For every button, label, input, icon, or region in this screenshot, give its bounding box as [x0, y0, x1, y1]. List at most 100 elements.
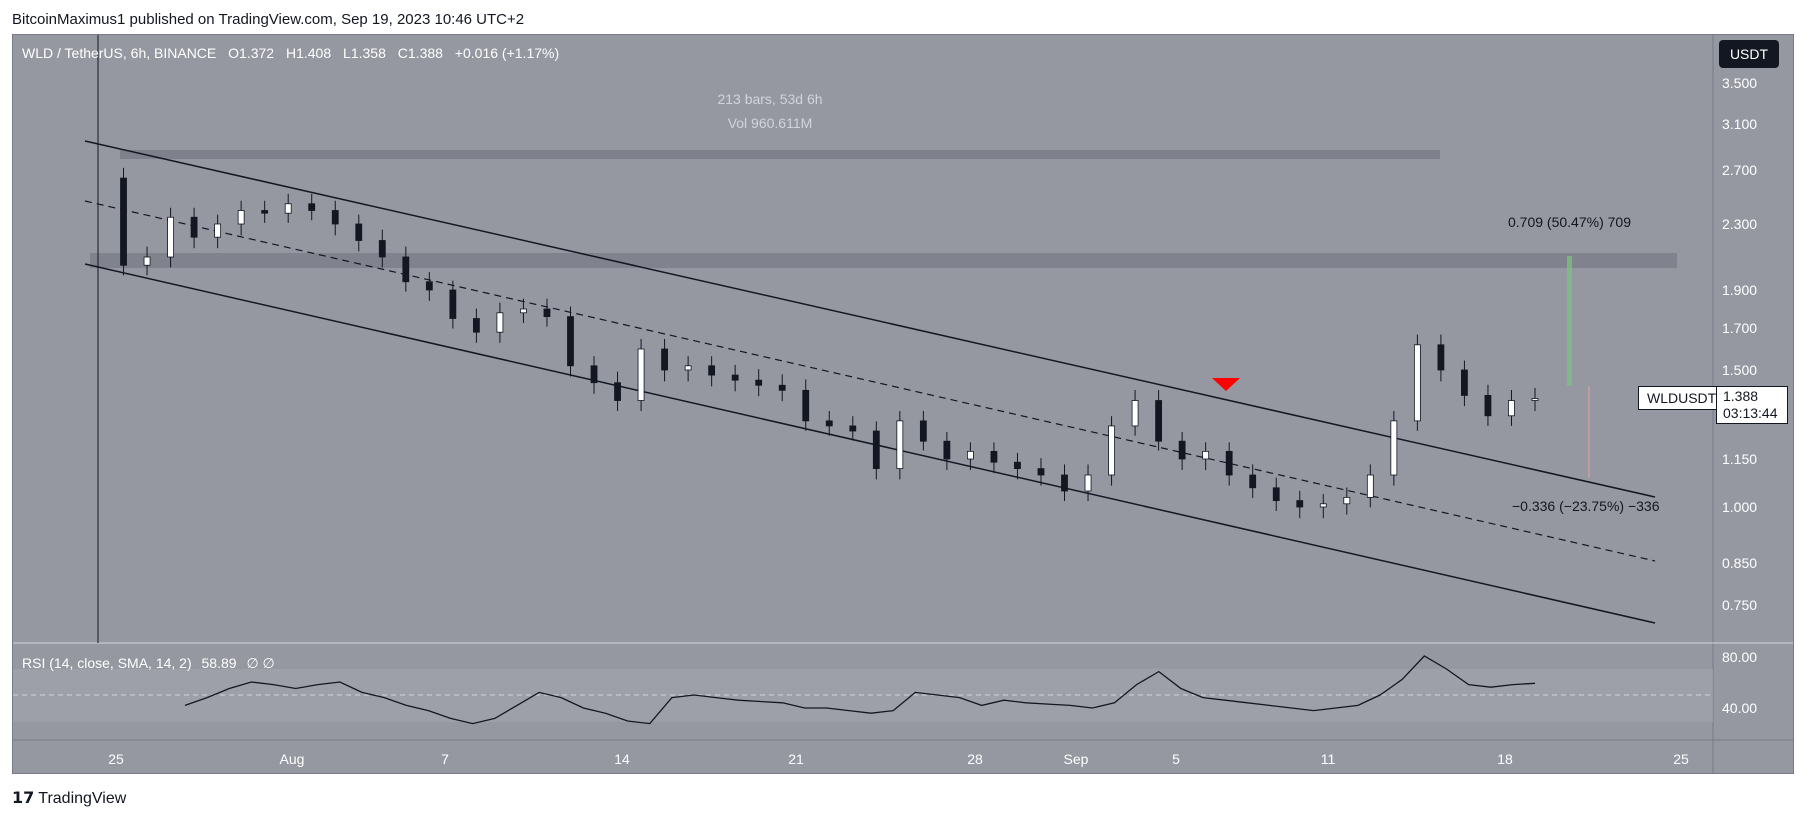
candle-body [614, 382, 621, 401]
y-tick: 0.850 [1722, 555, 1758, 571]
candle-body [684, 365, 692, 371]
candle-body [755, 379, 763, 386]
tradingview-logo[interactable]: 𝟭𝟳 TradingView [12, 788, 126, 808]
candle-body [1061, 474, 1068, 492]
x-tick: 28 [967, 751, 983, 767]
x-tick: Aug [279, 751, 305, 767]
candle-body [1437, 344, 1445, 371]
y-tick: 3.500 [1722, 75, 1758, 91]
tradingview-logo-icon: 𝟭𝟳 [12, 790, 35, 807]
candle-body [472, 318, 480, 333]
candle-body [167, 216, 174, 258]
measure-label: 213 bars, 53d 6h Vol 960.611M [590, 87, 950, 135]
countdown: 03:13:44 [1723, 405, 1778, 421]
candle-body [1225, 450, 1233, 476]
legend-low-label: L [343, 45, 351, 61]
candle-body [802, 389, 810, 422]
rsi-extra: ∅ ∅ [246, 655, 275, 671]
candle-body [590, 365, 598, 384]
candle-body [143, 256, 151, 266]
y-tick: 1.900 [1722, 282, 1758, 298]
candle-body [1390, 420, 1398, 476]
candle-body [1108, 425, 1115, 476]
currency-button[interactable]: USDT [1719, 40, 1779, 68]
candle-body [1413, 344, 1421, 422]
tradingview-wordmark: TradingView [38, 790, 127, 807]
legend-open-label: O [228, 45, 240, 61]
candle-body [402, 256, 410, 283]
candle-body [825, 420, 833, 427]
legend-open: 1.372 [239, 45, 275, 61]
candle-body [1531, 398, 1539, 401]
candle-body [1484, 395, 1492, 417]
y-tick: 2.700 [1722, 162, 1758, 178]
candle-body [496, 312, 504, 333]
legend-symbol: WLD / TetherUS, 6h, BINANCE [22, 45, 217, 61]
y-tick: 1.150 [1722, 451, 1758, 467]
y-tick: 3.100 [1722, 116, 1758, 132]
candle-body [190, 216, 198, 238]
candle-body [637, 348, 645, 401]
candle-body [1508, 400, 1515, 417]
candle-body [990, 450, 998, 463]
candle-body [567, 316, 574, 367]
measure-bars: 213 bars, 53d 6h [717, 91, 823, 107]
x-tick: Sep [1063, 751, 1089, 767]
measure-vol: Vol 960.611M [727, 115, 813, 131]
rsi-line [184, 655, 1536, 725]
candle-body [967, 450, 974, 460]
channel-mid-line [84, 200, 1656, 562]
x-tick: 21 [788, 751, 804, 767]
candle-body [543, 308, 551, 317]
last-price-tag: 1.388 03:13:44 [1716, 386, 1788, 424]
y-tick: 1.500 [1722, 362, 1758, 378]
candle-body [120, 177, 127, 266]
candle-body [1272, 487, 1280, 501]
rsi-y-tick: 40.00 [1722, 700, 1758, 716]
y-tick: 0.750 [1722, 597, 1758, 613]
candle-body [425, 281, 433, 291]
candle-body [778, 384, 786, 391]
candle-body [308, 203, 316, 211]
last-price: 1.388 [1723, 388, 1759, 404]
channel-lower-line [84, 263, 1656, 624]
candle-body [1202, 450, 1210, 460]
candle-body [331, 210, 339, 225]
candle-body [896, 420, 904, 470]
resistance-zone-lower [90, 253, 1677, 268]
rsi-label: RSI (14, close, SMA, 14, 2) [22, 655, 192, 671]
candle-body [1155, 400, 1163, 442]
candle-body [355, 223, 363, 241]
candle-body [261, 210, 269, 214]
candle-body [731, 374, 739, 381]
candle-body [919, 420, 927, 442]
candle-body [1178, 440, 1186, 460]
legend-close-label: C [397, 45, 408, 61]
candle-body [1461, 369, 1468, 396]
x-tick: 5 [1172, 751, 1180, 767]
candle-body [1366, 474, 1374, 498]
publisher-line: BitcoinMaximus1 published on TradingView… [12, 11, 525, 28]
legend-high: 1.408 [296, 45, 332, 61]
candle-body [1131, 400, 1139, 427]
y-tick: 2.300 [1722, 216, 1758, 232]
candle-body [872, 430, 880, 469]
candle-body [1014, 461, 1021, 470]
resistance-zone-upper [120, 150, 1440, 159]
rsi-legend: RSI (14, close, SMA, 14, 2) 58.89 ∅ ∅ [22, 655, 275, 672]
candle-body [661, 348, 668, 371]
candle-body [284, 203, 292, 214]
y-tick: 1.000 [1722, 499, 1758, 515]
candle-body [849, 425, 857, 432]
candle-body [237, 210, 245, 225]
candle-body [1343, 496, 1351, 505]
candle-body [1249, 474, 1257, 489]
legend-close: 1.388 [407, 45, 443, 61]
symbol-legend: WLD / TetherUS, 6h, BINANCE O1.372 H1.40… [22, 45, 559, 61]
fib-up-bar [1567, 256, 1572, 386]
candle-body [708, 365, 716, 376]
candle-body [1037, 468, 1045, 476]
candle-body [1319, 503, 1327, 508]
x-tick: 11 [1320, 751, 1336, 767]
